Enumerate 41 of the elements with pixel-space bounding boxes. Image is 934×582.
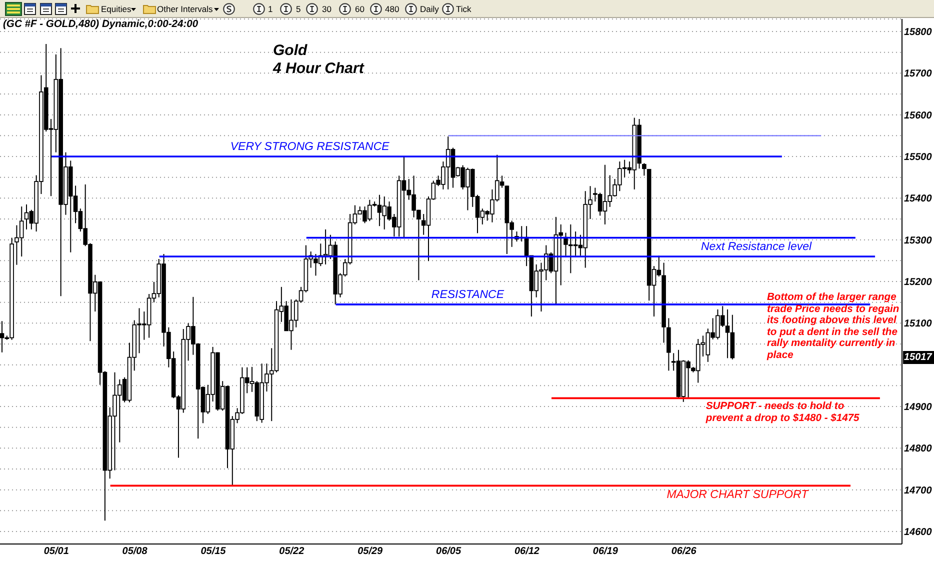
text: Gold xyxy=(273,42,308,58)
x-tick-label: 06/05 xyxy=(436,546,462,558)
y-tick-label: 15300 xyxy=(904,235,932,246)
series-label: VERY STRONG RESISTANCE xyxy=(230,141,390,154)
x-tick-label: 05/22 xyxy=(279,546,305,558)
series-label: MAJOR CHART SUPPORT xyxy=(666,488,808,502)
text: Daily xyxy=(420,3,439,15)
y-tick-label: 15600 xyxy=(904,110,932,122)
series-label: Next Resistance level xyxy=(701,241,812,254)
annotation: Bottom of the larger range trade Price needs to regain its footing above this level to put a dent in the sell the rally mentality currently in place xyxy=(767,292,900,362)
y-tick-label: 14600 xyxy=(904,527,932,538)
y-tick-label: 14700 xyxy=(904,485,932,496)
y-tick-label: 14800 xyxy=(904,444,932,455)
text: 5 xyxy=(296,3,301,15)
y-tick-label: 15400 xyxy=(904,194,932,205)
text: 30 xyxy=(322,3,332,15)
text: Equities xyxy=(101,3,132,15)
text: 1 xyxy=(268,3,273,15)
x-tick-label: 05/08 xyxy=(122,546,148,558)
x-tick-label: 05/15 xyxy=(200,546,226,558)
x-tick-label: 06/19 xyxy=(592,546,618,558)
candlestick xyxy=(642,162,646,176)
x-tick-label: 06/26 xyxy=(671,546,697,558)
text: 480 xyxy=(385,3,400,15)
y-tick-label: 14900 xyxy=(904,402,932,413)
annotation: 15017 xyxy=(903,351,934,364)
text: 4 Hour Chart xyxy=(273,60,364,76)
x-tick-label: 05/29 xyxy=(358,546,384,558)
x-tick-label: 06/12 xyxy=(514,546,540,558)
series-label: RESISTANCE xyxy=(431,289,504,302)
text: Tick xyxy=(456,3,472,15)
text: Other Intervals xyxy=(157,3,213,15)
y-tick-label: 15200 xyxy=(904,277,932,288)
y-tick-label: 15100 xyxy=(904,318,932,330)
y-tick-label: 15700 xyxy=(904,68,932,80)
text: 60 xyxy=(355,3,364,15)
annotation: (GC #F - GOLD,480) Dynamic,0:00-24:00 xyxy=(3,18,198,30)
y-tick-label: 15500 xyxy=(904,152,932,163)
y-tick-label: 15800 xyxy=(904,27,932,38)
x-tick-label: 05/01 xyxy=(44,546,70,558)
series-label: SUPPORT - needs to hold to prevent a drop to $1480 - $1475 xyxy=(706,401,860,425)
